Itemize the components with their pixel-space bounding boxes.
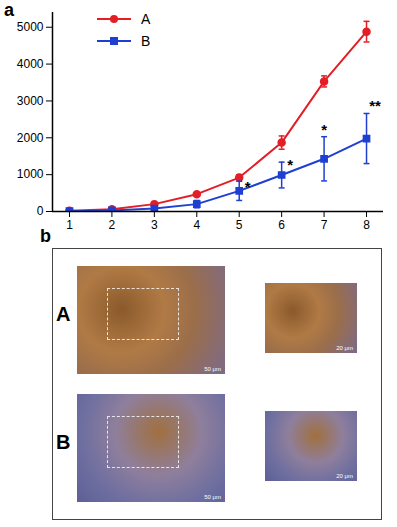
html-text:50 μm: 50 μm (204, 494, 221, 500)
svg-text:A: A (141, 11, 151, 27)
svg-text:3: 3 (151, 218, 158, 232)
html-text:a: a (4, 0, 14, 20)
svg-text:5000: 5000 (17, 20, 44, 34)
html-text:50 μm: 50 μm (204, 366, 221, 372)
svg-text:1: 1 (66, 218, 73, 232)
svg-text:4: 4 (193, 218, 200, 232)
svg-text:2000: 2000 (17, 131, 44, 145)
svg-text:**: ** (369, 97, 381, 114)
html-text:B: B (56, 431, 71, 453)
html-text:20 μm: 20 μm (336, 345, 353, 351)
html-text:A: A (56, 303, 71, 325)
svg-text:2: 2 (109, 218, 116, 232)
html-text:20 μm: 20 μm (336, 473, 353, 479)
svg-text:5: 5 (236, 218, 243, 232)
svg-text:*: * (287, 156, 293, 173)
html-text:b: b (40, 226, 51, 246)
svg-text:7: 7 (321, 218, 328, 232)
svg-text:0: 0 (37, 204, 44, 218)
svg-text:*: * (321, 121, 327, 138)
svg-text:1000: 1000 (17, 167, 44, 181)
svg-text:3000: 3000 (17, 94, 44, 108)
svg-text:6: 6 (278, 218, 285, 232)
svg-text:8: 8 (363, 218, 370, 232)
svg-text:B: B (141, 33, 150, 49)
svg-text:4000: 4000 (17, 57, 44, 71)
svg-text:*: * (245, 178, 251, 195)
